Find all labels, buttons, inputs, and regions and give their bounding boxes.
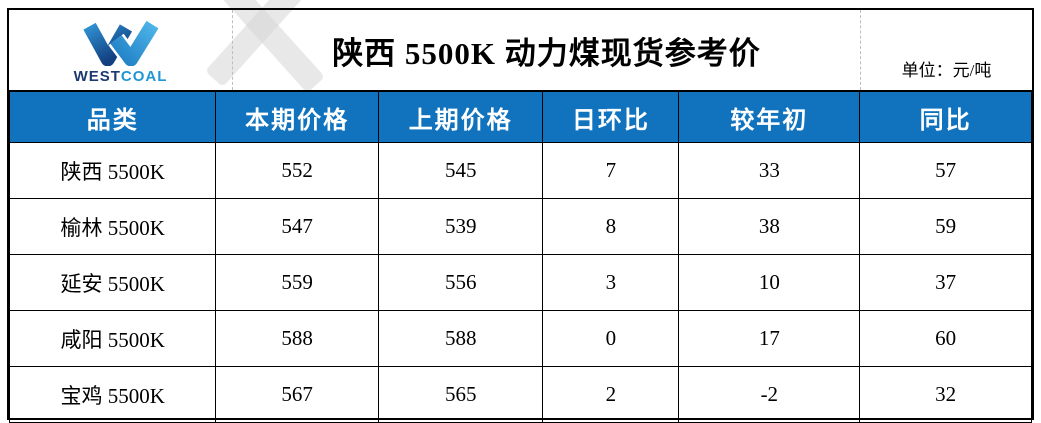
cell-daily: 3 bbox=[542, 254, 680, 311]
brand-logo: WESTCOAL bbox=[9, 10, 233, 90]
cell-yoy: 32 bbox=[859, 366, 1032, 423]
cell-current: 552 bbox=[215, 142, 379, 199]
column-header-category: 品类 bbox=[8, 90, 217, 143]
cell-category: 延安 5500K bbox=[8, 254, 217, 311]
column-header-previous: 上期价格 bbox=[377, 90, 544, 143]
cell-daily: 8 bbox=[542, 198, 680, 255]
column-header-ytd: 较年初 bbox=[678, 90, 861, 143]
cell-current: 588 bbox=[215, 310, 379, 367]
cell-ytd: 17 bbox=[678, 310, 861, 367]
cell-ytd: 10 bbox=[678, 254, 861, 311]
table-row: 陕西 5500K 552 545 7 33 57 bbox=[8, 142, 1032, 199]
cell-previous: 556 bbox=[377, 254, 544, 311]
cell-yoy: 37 bbox=[859, 254, 1032, 311]
cell-previous: 565 bbox=[377, 366, 544, 423]
westcoal-w-icon bbox=[82, 19, 161, 66]
page-title: 陕西 5500K 动力煤现货参考价 bbox=[332, 35, 761, 71]
cell-yoy: 59 bbox=[859, 198, 1032, 255]
cell-previous: 539 bbox=[377, 198, 544, 255]
logo-text-west: WEST bbox=[73, 68, 121, 85]
cell-current: 567 bbox=[215, 366, 379, 423]
cell-current: 547 bbox=[215, 198, 379, 255]
header-band: WESTCOAL 陕西 5500K 动力煤现货参考价 单位：元/吨 bbox=[9, 10, 1032, 90]
cell-category: 榆林 5500K bbox=[8, 198, 217, 255]
cell-daily: 2 bbox=[542, 366, 680, 423]
table-frame: WESTCOAL 陕西 5500K 动力煤现货参考价 单位：元/吨 品类 本期价… bbox=[7, 8, 1034, 423]
brand-logo-text: WESTCOAL bbox=[74, 69, 168, 84]
cell-previous: 545 bbox=[377, 142, 544, 199]
cell-yoy: 60 bbox=[859, 310, 1032, 367]
cell-category: 咸阳 5500K bbox=[8, 310, 217, 367]
column-header-current: 本期价格 bbox=[215, 90, 379, 143]
table-row: 宝鸡 5500K 567 565 2 -2 32 bbox=[8, 366, 1032, 423]
cell-current: 559 bbox=[215, 254, 379, 311]
logo-text-coal: COAL bbox=[120, 68, 168, 85]
table-row: 延安 5500K 559 556 3 10 37 bbox=[8, 254, 1032, 311]
cell-ytd: 38 bbox=[678, 198, 861, 255]
cell-ytd: 33 bbox=[678, 142, 861, 199]
column-header-daily: 日环比 bbox=[542, 90, 680, 143]
cell-category: 宝鸡 5500K bbox=[8, 366, 217, 423]
column-header-yoy: 同比 bbox=[859, 90, 1032, 143]
cell-ytd: -2 bbox=[678, 366, 861, 423]
price-table: 品类 本期价格 上期价格 日环比 较年初 同比 陕西 5500K 552 545… bbox=[8, 90, 1032, 423]
cell-category: 陕西 5500K bbox=[8, 142, 217, 199]
cell-previous: 588 bbox=[377, 310, 544, 367]
table-row: 咸阳 5500K 588 588 0 17 60 bbox=[8, 310, 1032, 367]
cell-daily: 7 bbox=[542, 142, 680, 199]
table-header-row: 品类 本期价格 上期价格 日环比 较年初 同比 bbox=[8, 90, 1032, 143]
table-row: 榆林 5500K 547 539 8 38 59 bbox=[8, 198, 1032, 255]
unit-label: 单位：元/吨 bbox=[860, 10, 1032, 90]
cell-daily: 0 bbox=[542, 310, 680, 367]
cell-yoy: 57 bbox=[859, 142, 1032, 199]
